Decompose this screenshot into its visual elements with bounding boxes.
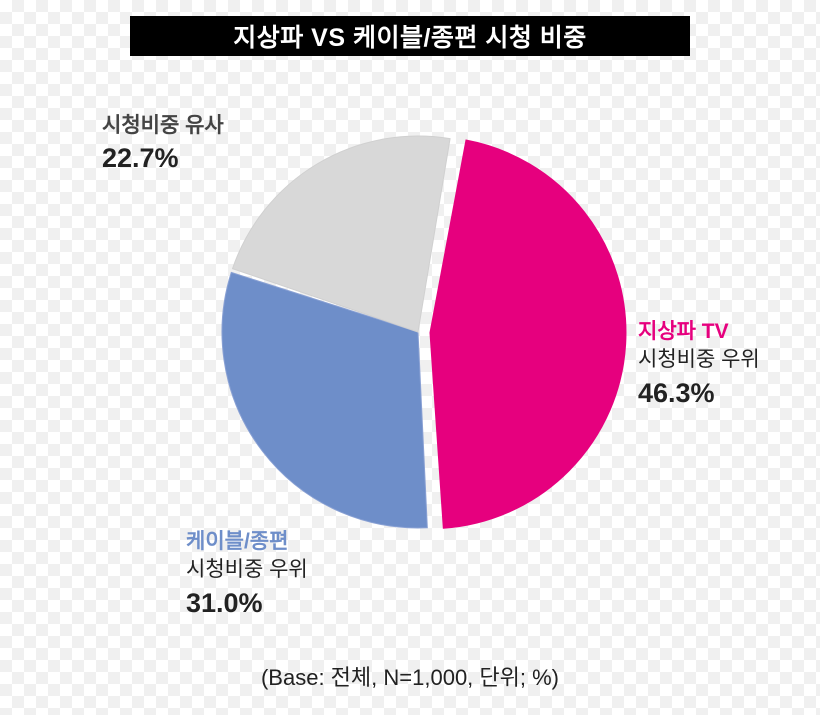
label-cable-line2: 시청비중 우위	[186, 556, 308, 584]
label-terrestrial-line2: 시청비중 우위	[638, 346, 760, 374]
label-terrestrial: 지상파 TV 시청비중 우위 46.3%	[638, 318, 760, 411]
chart-caption-text: (Base: 전체, N=1,000, 단위; %)	[261, 665, 559, 690]
label-similar-pct: 22.7%	[102, 140, 224, 176]
label-cable-line1: 케이블/종편	[186, 528, 308, 556]
pie-slice-terrestrial	[430, 140, 626, 528]
chart-caption: (Base: 전체, N=1,000, 단위; %)	[0, 660, 820, 692]
label-terrestrial-pct: 46.3%	[638, 375, 760, 411]
label-similar: 시청비중 유사 22.7%	[102, 112, 224, 177]
label-terrestrial-line1: 지상파 TV	[638, 318, 760, 346]
label-cable: 케이블/종편 시청비중 우위 31.0%	[186, 528, 308, 621]
label-cable-pct: 31.0%	[186, 585, 308, 621]
label-similar-line1: 시청비중 유사	[102, 112, 224, 140]
